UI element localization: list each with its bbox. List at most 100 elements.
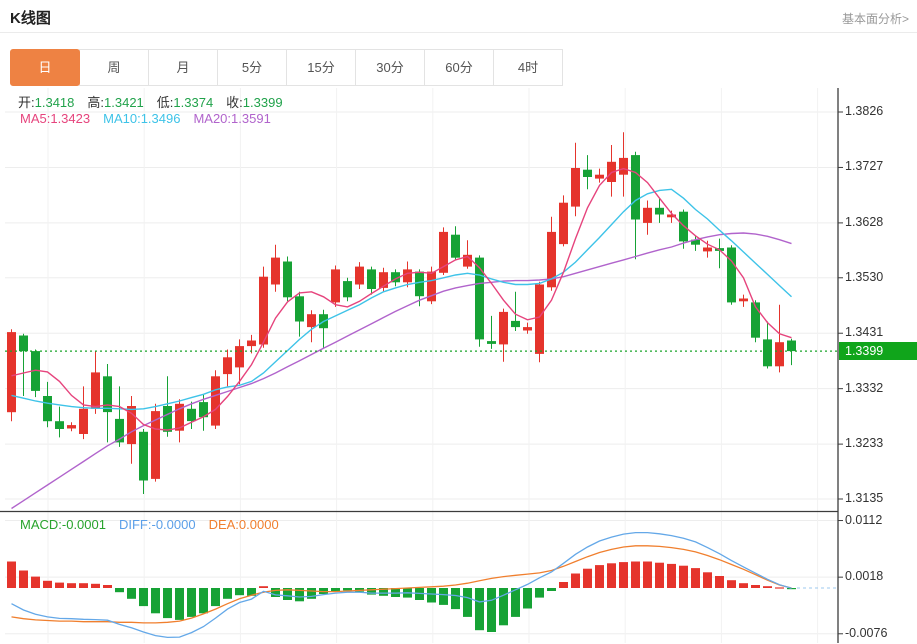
candle-body — [559, 202, 568, 245]
candle-body — [619, 157, 628, 175]
macd-bar — [283, 588, 292, 600]
info-item: 收:1.3399 — [226, 95, 283, 110]
candle-body — [403, 269, 412, 283]
price-tick-label: 1.3727 — [845, 159, 884, 174]
macd-bar — [667, 563, 676, 588]
interval-tab-3[interactable]: 5分 — [217, 49, 287, 86]
candle-body — [703, 247, 712, 252]
candle-body — [55, 421, 64, 429]
candle-body — [475, 257, 484, 340]
candle-body — [499, 311, 508, 345]
macd-bar — [331, 588, 340, 591]
interval-tab-7[interactable]: 4时 — [493, 49, 563, 86]
macd-bar — [475, 588, 484, 631]
interval-tab-1[interactable]: 周 — [79, 49, 149, 86]
ma-row: MA5:1.3423 MA10:1.3496 MA20:1.3591 — [20, 111, 284, 126]
fundamental-analysis-link[interactable]: 基本面分析> — [841, 12, 909, 26]
candle-body — [295, 296, 304, 322]
interval-tab-5[interactable]: 30分 — [355, 49, 425, 86]
candle-body — [7, 332, 16, 413]
diff-line — [11, 531, 792, 639]
dea-line — [11, 545, 792, 624]
macd-row: MACD:-0.0001 DIFF:-0.0000 DEA:0.0000 — [20, 517, 292, 532]
macd-bar — [643, 561, 652, 588]
interval-tab-2[interactable]: 月 — [148, 49, 218, 86]
macd-bar — [679, 565, 688, 588]
macd-bar — [511, 588, 520, 617]
info-item: MA5:1.3423 — [20, 111, 91, 126]
macd-bar — [715, 576, 724, 588]
candle-body — [199, 402, 208, 418]
candle-body — [31, 351, 40, 391]
candle-body — [751, 302, 760, 338]
price-tick-label: 1.3332 — [845, 380, 884, 395]
macd-bar — [727, 580, 736, 588]
macd-bar — [175, 588, 184, 620]
macd-bar — [595, 565, 604, 588]
macd-bar — [103, 585, 112, 588]
candle-body — [151, 411, 160, 479]
macd-bar — [19, 570, 28, 588]
candle-body — [343, 281, 352, 298]
price-tick-label: 1.3530 — [845, 269, 884, 284]
interval-tab-4[interactable]: 15分 — [286, 49, 356, 86]
macd-bar — [523, 588, 532, 609]
macd-bar — [211, 588, 220, 607]
macd-bar — [115, 588, 124, 593]
interval-tab-6[interactable]: 60分 — [424, 49, 494, 86]
candle-body — [163, 406, 172, 432]
candle-body — [43, 396, 52, 422]
macd-bar — [295, 588, 304, 602]
macd-tick-label: 0.0018 — [845, 569, 884, 584]
candle-body — [355, 266, 364, 285]
macd-bar — [79, 583, 88, 588]
ma20-line — [11, 232, 792, 510]
macd-bar — [91, 583, 100, 588]
macd-bar — [487, 588, 496, 632]
candle-body — [259, 276, 268, 345]
candle-body — [271, 257, 280, 285]
macd-bar — [583, 568, 592, 588]
macd-bar — [139, 588, 148, 607]
macd-bar — [379, 588, 388, 596]
candle-body — [643, 207, 652, 223]
candle-body — [427, 271, 436, 302]
candle-body — [691, 239, 700, 245]
macd-bar — [163, 588, 172, 619]
candle-body — [583, 169, 592, 177]
candle-body — [307, 314, 316, 328]
macd-bar — [247, 588, 256, 596]
macd-bar — [151, 588, 160, 614]
interval-tabbar: 日周月 5分 15分 30分 60分 4时 — [10, 49, 563, 86]
info-item: MA20:1.3591 — [193, 111, 271, 126]
macd-tick-label: -0.0076 — [845, 625, 888, 640]
interval-tab-0[interactable]: 日 — [10, 49, 80, 86]
candle-body — [571, 168, 580, 207]
macd-bar — [343, 588, 352, 591]
candle-body — [775, 342, 784, 367]
info-item: MACD:-0.0001 — [20, 517, 106, 532]
macd-bar — [607, 563, 616, 588]
macd-bar — [451, 588, 460, 610]
candle-body — [463, 254, 472, 267]
candle-body — [391, 272, 400, 283]
candle-body — [139, 431, 148, 481]
info-item: 高:1.3421 — [87, 95, 144, 110]
macd-bar — [619, 562, 628, 588]
candle-body — [223, 357, 232, 375]
ohlc-row: 开:1.3418 高:1.3421 低:1.3374 收:1.3399 — [18, 92, 296, 111]
candle-body — [439, 231, 448, 273]
candle-body — [511, 320, 520, 328]
macd-bar — [691, 568, 700, 588]
info-item: 低:1.3374 — [156, 95, 214, 110]
candle-body — [535, 284, 544, 354]
title-divider — [0, 32, 917, 33]
price-tick-label: 1.3135 — [845, 491, 884, 505]
candle-body — [79, 408, 88, 434]
candle-body — [547, 231, 556, 288]
candle-body — [115, 418, 124, 443]
candle-body — [655, 207, 664, 215]
candle-body — [19, 335, 28, 352]
macd-bar — [739, 583, 748, 588]
